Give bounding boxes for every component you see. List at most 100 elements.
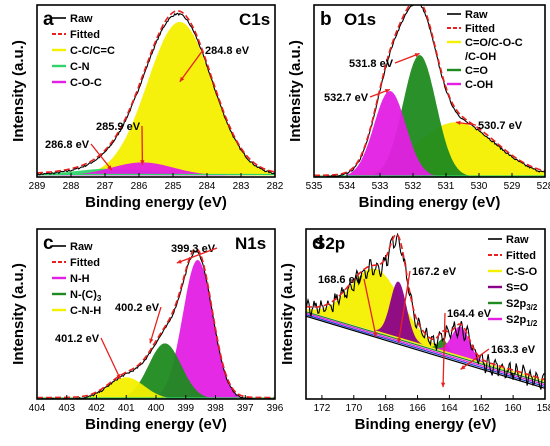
x-tick-label: 530 (471, 181, 488, 192)
legend-label-text: S2p (506, 314, 526, 326)
baseline-line (306, 311, 545, 384)
annotation: 399.3 eV (171, 243, 218, 264)
legend-label-text: C-S-O (506, 266, 538, 278)
legend-label: N-H (70, 273, 90, 285)
annotation-arrow (90, 143, 113, 171)
annotation: 164.4 eV (440, 308, 492, 388)
annotation-arrow (149, 306, 162, 344)
legend-label-text: S2p (506, 298, 526, 310)
y-axis-label: Intensity (a.u.) (10, 40, 27, 142)
x-tick-label: 533 (372, 181, 389, 192)
annotation-arrow (397, 270, 411, 343)
x-tick-label: 289 (29, 181, 46, 192)
x-tick-label: 400 (148, 403, 165, 414)
element-label: O1s (344, 10, 376, 29)
legend-label-text: C-N-H (70, 305, 101, 317)
x-tick-label: 283 (233, 181, 250, 192)
plot-frame (313, 4, 546, 178)
annotation: 285.9 eV (96, 121, 145, 165)
x-tick-label: 402 (88, 403, 105, 414)
element-label: C1s (239, 10, 270, 29)
x-tick-label: 397 (237, 403, 254, 414)
x-tick-label: 396 (267, 403, 284, 414)
plot-area (37, 10, 275, 176)
x-tick-label: 532 (405, 181, 422, 192)
annotation-arrowhead (460, 365, 466, 370)
annotation-label: 164.4 eV (447, 308, 492, 320)
x-axis-label: Binding energy (eV) (85, 194, 227, 211)
x-tick-label: 399 (177, 403, 194, 414)
x-tick-label: 166 (409, 403, 426, 414)
fitted-line (314, 5, 545, 177)
legend-label-text: Raw (465, 9, 488, 21)
annotation: 167.2 eV (396, 266, 457, 343)
legend-label: C-C/C=C (70, 45, 115, 57)
legend-label: Raw (70, 13, 93, 25)
x-tick-label: 160 (505, 403, 522, 414)
x-tick-label: 288 (63, 181, 80, 192)
legend-label-text: Raw (506, 234, 529, 246)
annotation-arrowhead (149, 338, 154, 344)
plot-area (314, 5, 545, 177)
fitted-line (37, 247, 275, 399)
annotation-label: 400.2 eV (115, 302, 160, 314)
annotation-arrowhead (176, 259, 182, 264)
annotation-label: 163.3 eV (491, 344, 536, 356)
legend-label: Raw (465, 9, 488, 21)
legend: Raw Fitted C=O/C-O-C/C-OH C=O C-OH (447, 9, 523, 91)
legend-label-text: C-O-C (70, 77, 102, 89)
panel-letter: a (43, 9, 54, 30)
legend-label-text: Fitted (70, 257, 100, 269)
legend-label-text: C=O (465, 65, 488, 77)
x-tick-label: 534 (339, 181, 356, 192)
panel-c: 404 403 402 401 400 399 398 397 396 Binding energ… (10, 228, 284, 433)
annotation: 163.3 eV (460, 344, 536, 370)
annotation-label: 399.3 eV (171, 243, 216, 255)
panel-letter: c (43, 233, 54, 254)
peak-c-o (314, 55, 545, 177)
element-label: N1s (235, 234, 266, 253)
raw-line (314, 5, 545, 177)
annotation-arrow (442, 312, 446, 388)
legend-label-text: Raw (70, 13, 93, 25)
x-tick-label: 401 (118, 403, 135, 414)
panel-a: 289 288 287 286 285 284 283 282 Binding energy (… (10, 4, 284, 211)
legend-label-text: Fitted (465, 23, 495, 35)
legend-label: S2p1/2 (506, 314, 538, 328)
plot-frame (36, 4, 276, 178)
legend-label-text: Fitted (506, 250, 536, 262)
annotation-arrowhead (179, 76, 185, 82)
legend-label-text: N-(C) (70, 289, 97, 301)
legend-label: Fitted (70, 257, 100, 269)
x-tick-label: 528 (537, 181, 550, 192)
x-tick-label: 158 (537, 403, 550, 414)
legend-label: C-N-H (70, 305, 101, 317)
legend-label: C-N (70, 61, 90, 73)
baseline-line (306, 309, 545, 382)
x-axis-label: Binding energy (eV) (85, 416, 227, 433)
legend-label: Fitted (465, 23, 495, 35)
annotation: 532.7 eV (324, 88, 391, 104)
legend-label: C-OH (465, 79, 493, 91)
annotation-label: 285.9 eV (96, 121, 141, 133)
legend-label-subscript: 3 (97, 294, 102, 303)
annotation: 400.2 eV (115, 302, 162, 344)
fitted-line (37, 10, 275, 174)
x-tick-label: 403 (58, 403, 75, 414)
x-tick-label: 286 (131, 181, 148, 192)
peak-c-oh (314, 91, 545, 177)
legend-label: C=O/C-O-C (465, 37, 523, 49)
legend-label-text: Raw (70, 241, 93, 253)
annotation-arrowhead (414, 53, 420, 58)
x-tick-label: 404 (29, 403, 46, 414)
element-label: S2p (314, 234, 345, 253)
peak-c-s-o (306, 268, 545, 382)
legend: Raw Fitted N-H N-(C)3 C-N-H (52, 241, 102, 317)
annotation-arrowhead (440, 382, 446, 388)
peak-n-h (37, 259, 275, 399)
x-tick-label: 398 (207, 403, 224, 414)
x-tick-label: 172 (314, 403, 331, 414)
legend-label-text: C-OH (465, 79, 493, 91)
